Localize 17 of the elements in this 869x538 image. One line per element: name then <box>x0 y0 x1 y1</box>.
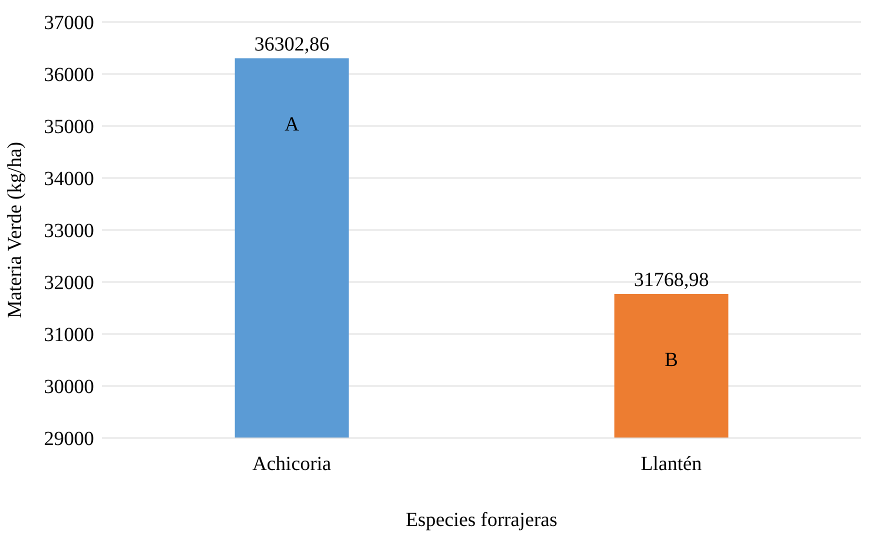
data-label: 36302,86 <box>254 33 330 56</box>
y-tick-label: 34000 <box>44 168 94 190</box>
annotation: B <box>664 349 678 372</box>
y-tick-label: 32000 <box>44 272 94 294</box>
y-tick-label: 29000 <box>44 428 94 450</box>
y-tick-label: 30000 <box>44 376 94 398</box>
x-tick-label: Llantén <box>640 453 702 476</box>
y-tick-label: 35000 <box>44 116 94 138</box>
x-axis-title: Especies forrajeras <box>406 509 558 531</box>
data-label: 31768,98 <box>634 269 709 292</box>
y-axis-title: Materia Verde (kg/ha) <box>4 142 26 318</box>
annotation: A <box>284 113 300 136</box>
y-tick-label: 36000 <box>44 64 94 86</box>
x-tick-label: Achicoria <box>252 453 332 476</box>
y-tick-label: 37000 <box>44 12 94 34</box>
y-tick-label: 31000 <box>44 324 94 346</box>
y-tick-label: 33000 <box>44 220 94 242</box>
